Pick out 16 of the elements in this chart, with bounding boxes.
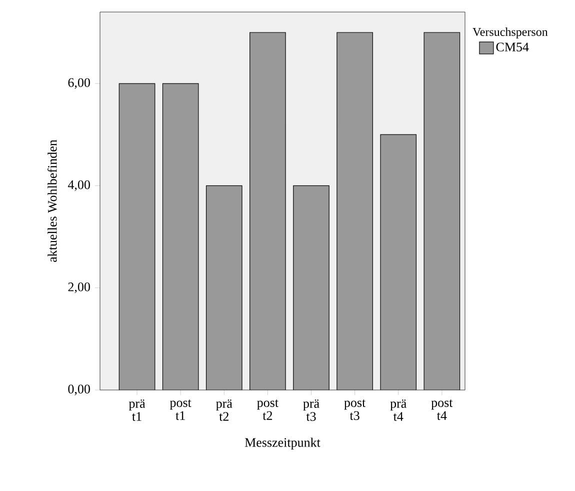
y-tick-label: 0,00: [68, 384, 90, 396]
x-tick-label: prä t2: [216, 400, 232, 421]
x-tick-label: prä t1: [128, 400, 146, 421]
x-tick-label: prä t4: [390, 400, 406, 421]
x-tick-label: post t3: [344, 400, 366, 420]
legend-label: CM54: [496, 42, 529, 52]
y-tick-label: 4,00: [68, 180, 90, 192]
x-tick-label: post t1: [170, 400, 192, 420]
y-tick-label: 6,00: [68, 78, 90, 89]
legend-title: Versuchsperson: [472, 28, 548, 38]
y-axis-title: aktuelles Wohlbefinden: [48, 140, 57, 262]
y-tick-label: 2,00: [68, 282, 90, 294]
x-axis-title: Messzeitpunkt: [244, 438, 320, 450]
x-tick-label: post t2: [257, 400, 278, 420]
x-tick-label: post t4: [431, 400, 453, 420]
x-tick-label: prä t3: [303, 400, 320, 421]
